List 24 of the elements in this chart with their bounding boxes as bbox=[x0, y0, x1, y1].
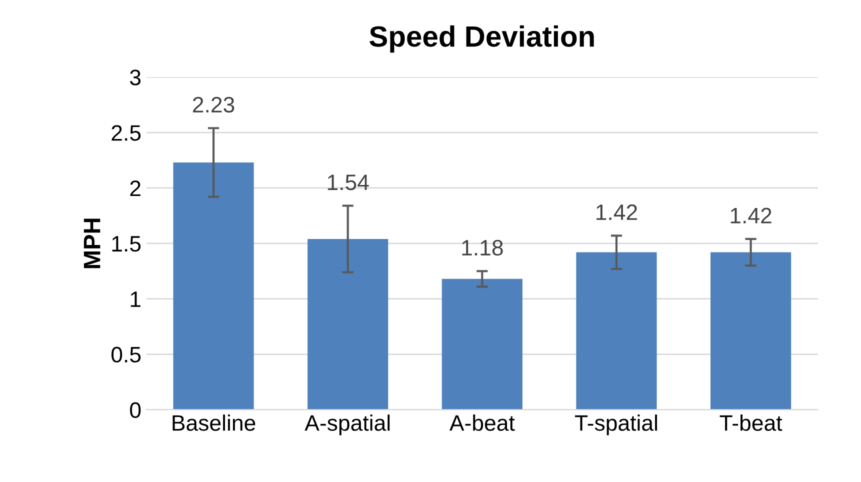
x-tick-label: T-spatial bbox=[574, 414, 657, 436]
bar bbox=[576, 252, 657, 410]
x-tick-label: A-spatial bbox=[304, 414, 390, 436]
chart-title: Speed Deviation bbox=[370, 25, 594, 53]
x-tick-label: Baseline bbox=[172, 414, 256, 431]
y-tick-label: 2.5 bbox=[112, 125, 141, 141]
y-tick-label: 3 bbox=[130, 70, 141, 86]
y-tick-label: 2 bbox=[130, 180, 140, 196]
data-label: 1.54 bbox=[328, 174, 369, 190]
data-label: 2.23 bbox=[193, 96, 234, 113]
y-tick-label: 0.5 bbox=[111, 346, 141, 363]
y-tick-label: 1 bbox=[130, 292, 140, 307]
data-label: 1.42 bbox=[596, 204, 637, 220]
x-tick-label: T-beat bbox=[720, 414, 782, 431]
bar bbox=[308, 238, 388, 410]
x-tick-label: A-beat bbox=[449, 414, 515, 431]
y-tick-label: 0 bbox=[130, 402, 141, 418]
bar bbox=[710, 252, 792, 410]
y-tick-label: 1.5 bbox=[112, 236, 141, 252]
y-axis-title: MPH bbox=[84, 218, 100, 268]
data-label: 1.18 bbox=[462, 240, 503, 256]
data-label: 1.42 bbox=[730, 208, 772, 224]
bar bbox=[442, 278, 522, 410]
bar bbox=[173, 162, 254, 410]
